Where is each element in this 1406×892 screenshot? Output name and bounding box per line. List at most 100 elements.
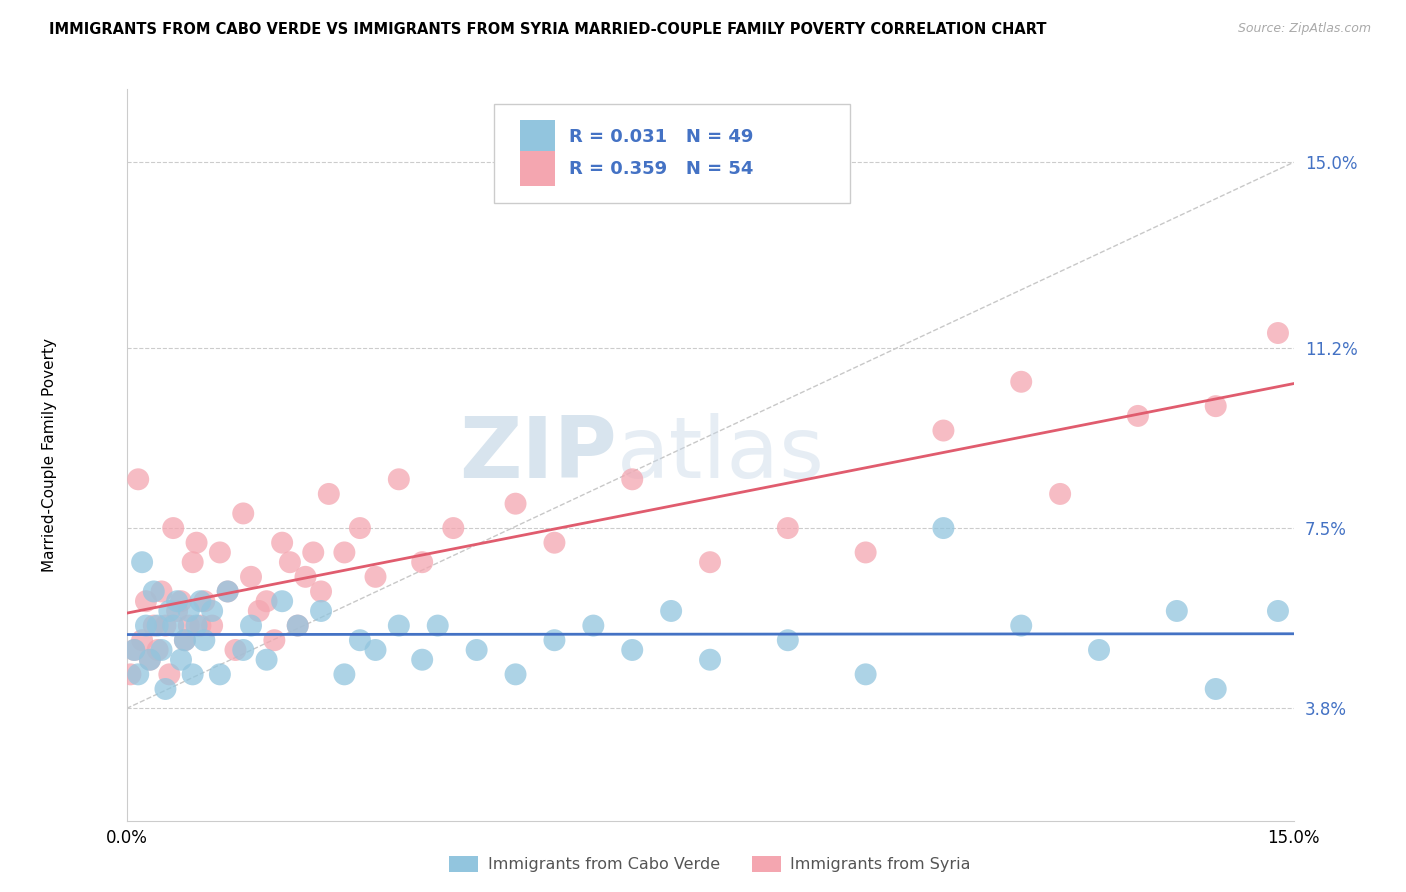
Point — [287, 618, 309, 632]
Point — [142, 584, 165, 599]
Point — [271, 535, 294, 549]
Point — [186, 535, 208, 549]
Point — [309, 584, 332, 599]
Point — [146, 643, 169, 657]
Point — [177, 604, 200, 618]
Point — [247, 604, 270, 618]
Point — [131, 633, 153, 648]
Point — [659, 604, 682, 618]
Point — [232, 507, 254, 521]
Point — [543, 535, 565, 549]
Point — [177, 618, 200, 632]
Point — [208, 545, 231, 559]
Point — [364, 570, 387, 584]
Point — [287, 618, 309, 632]
Point — [1267, 326, 1289, 340]
Point — [124, 643, 146, 657]
Point — [855, 667, 877, 681]
FancyBboxPatch shape — [520, 120, 555, 155]
Point — [127, 472, 149, 486]
Point — [135, 594, 157, 608]
Point — [124, 643, 146, 657]
Point — [240, 570, 263, 584]
Point — [349, 633, 371, 648]
Point — [139, 653, 162, 667]
Point — [256, 653, 278, 667]
Point — [411, 555, 433, 569]
Point — [193, 594, 215, 608]
Point — [543, 633, 565, 648]
Point — [1010, 618, 1032, 632]
Point — [190, 618, 212, 632]
Point — [333, 545, 356, 559]
Point — [157, 604, 180, 618]
Point — [190, 594, 212, 608]
Point — [263, 633, 285, 648]
Point — [855, 545, 877, 559]
Point — [1166, 604, 1188, 618]
Point — [256, 594, 278, 608]
Point — [364, 643, 387, 657]
Text: ZIP: ZIP — [458, 413, 617, 497]
Point — [582, 618, 605, 632]
Point — [120, 667, 142, 681]
Point — [505, 497, 527, 511]
Point — [166, 604, 188, 618]
Point — [208, 667, 231, 681]
Point — [201, 604, 224, 618]
Point — [1010, 375, 1032, 389]
Point — [465, 643, 488, 657]
Point — [302, 545, 325, 559]
Point — [155, 618, 177, 632]
Point — [1267, 604, 1289, 618]
Point — [150, 643, 173, 657]
Point — [201, 618, 224, 632]
Point — [388, 472, 411, 486]
Point — [162, 521, 184, 535]
Point — [193, 633, 215, 648]
Point — [278, 555, 301, 569]
Point — [166, 594, 188, 608]
Point — [1126, 409, 1149, 423]
Point — [240, 618, 263, 632]
Point — [142, 618, 165, 632]
Point — [1049, 487, 1071, 501]
Text: atlas: atlas — [617, 413, 825, 497]
Point — [170, 653, 193, 667]
Point — [135, 618, 157, 632]
Point — [1088, 643, 1111, 657]
Point — [932, 424, 955, 438]
Point — [181, 555, 204, 569]
Point — [426, 618, 449, 632]
Point — [162, 618, 184, 632]
Point — [170, 594, 193, 608]
Point — [217, 584, 239, 599]
Point — [157, 667, 180, 681]
Point — [349, 521, 371, 535]
Text: R = 0.031   N = 49: R = 0.031 N = 49 — [569, 128, 754, 146]
Point — [932, 521, 955, 535]
Point — [294, 570, 316, 584]
Point — [181, 667, 204, 681]
Point — [127, 667, 149, 681]
Point — [699, 653, 721, 667]
Point — [621, 472, 644, 486]
Point — [155, 681, 177, 696]
Point — [441, 521, 464, 535]
Point — [146, 618, 169, 632]
Point — [139, 653, 162, 667]
Text: R = 0.359   N = 54: R = 0.359 N = 54 — [569, 160, 754, 178]
Point — [621, 643, 644, 657]
Legend: Immigrants from Cabo Verde, Immigrants from Syria: Immigrants from Cabo Verde, Immigrants f… — [443, 849, 977, 879]
Point — [1205, 681, 1227, 696]
Text: IMMIGRANTS FROM CABO VERDE VS IMMIGRANTS FROM SYRIA MARRIED-COUPLE FAMILY POVERT: IMMIGRANTS FROM CABO VERDE VS IMMIGRANTS… — [49, 22, 1046, 37]
Point — [150, 584, 173, 599]
Point — [174, 633, 197, 648]
Point — [318, 487, 340, 501]
Point — [411, 653, 433, 667]
FancyBboxPatch shape — [520, 152, 555, 186]
Point — [232, 643, 254, 657]
Point — [388, 618, 411, 632]
Point — [776, 633, 799, 648]
Point — [505, 667, 527, 681]
